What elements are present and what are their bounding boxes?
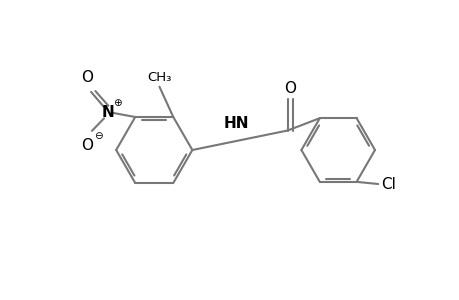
Text: Cl: Cl bbox=[381, 176, 395, 191]
Text: ⊖: ⊖ bbox=[94, 131, 102, 141]
Text: O: O bbox=[284, 81, 296, 96]
Text: N: N bbox=[102, 105, 114, 120]
Text: O: O bbox=[81, 70, 93, 85]
Text: ⊕: ⊕ bbox=[112, 98, 121, 108]
Text: CH₃: CH₃ bbox=[147, 71, 171, 84]
Text: HN: HN bbox=[223, 116, 249, 131]
Text: O: O bbox=[81, 138, 93, 153]
